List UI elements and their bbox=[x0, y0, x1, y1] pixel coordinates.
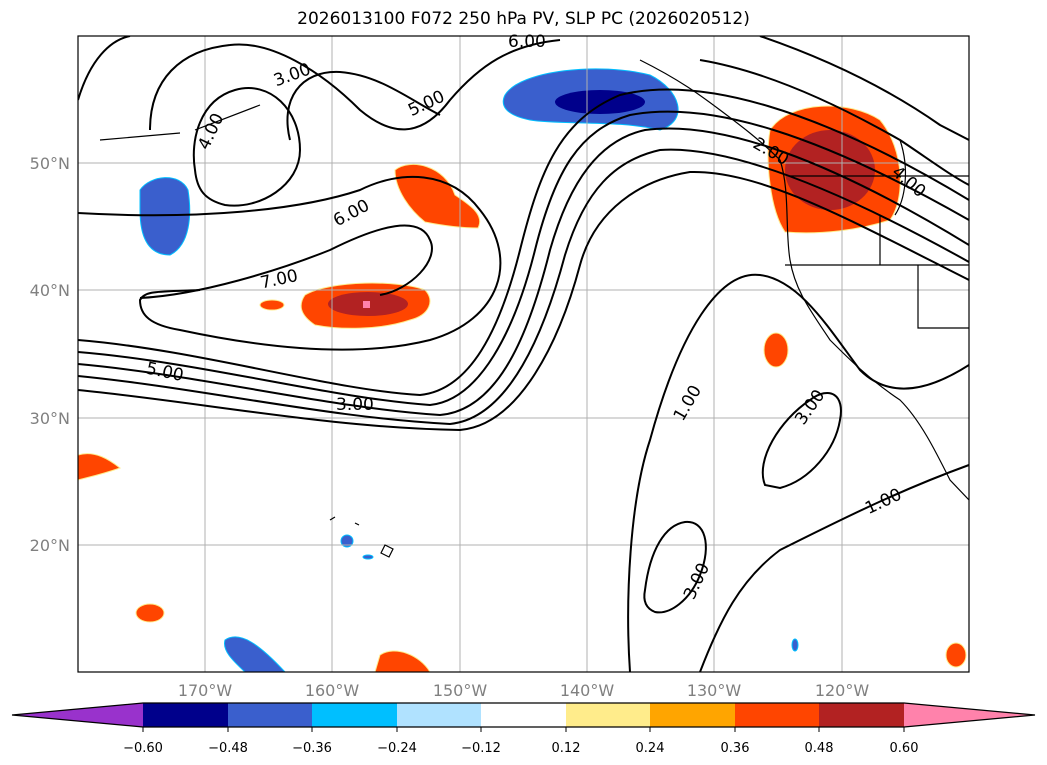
lon-label: 150°W bbox=[433, 681, 488, 700]
slp-contours bbox=[78, 36, 969, 672]
colorbar-segment bbox=[228, 703, 312, 727]
lat-label: 50°N bbox=[30, 154, 70, 173]
colorbar-tick: −0.60 bbox=[123, 741, 163, 756]
lon-label: 130°W bbox=[687, 681, 742, 700]
map-frame bbox=[77, 35, 970, 673]
colorbar-tick: 0.60 bbox=[890, 741, 919, 756]
colorbar-tick: −0.48 bbox=[208, 741, 248, 756]
lon-label: 160°W bbox=[305, 681, 360, 700]
pv-anomaly-fills bbox=[78, 68, 967, 672]
colorbar-segment bbox=[819, 703, 904, 727]
colorbar-tick: 0.12 bbox=[552, 741, 581, 756]
colorbar-segment bbox=[481, 703, 566, 727]
colorbar-segment bbox=[312, 703, 397, 727]
colorbar-tick: −0.36 bbox=[292, 741, 332, 756]
colorbar-segment bbox=[735, 703, 819, 727]
longitude-labels: 170°W 160°W 150°W 140°W 130°W 120°W bbox=[178, 681, 870, 700]
lat-label: 40°N bbox=[30, 281, 70, 300]
colorbar-segment bbox=[397, 703, 481, 727]
colorbar-segment bbox=[143, 703, 228, 727]
coastlines bbox=[99, 59, 969, 558]
colorbar-tick: −0.12 bbox=[461, 741, 501, 756]
lon-label: 120°W bbox=[815, 681, 870, 700]
lat-label: 30°N bbox=[30, 409, 70, 428]
colorbar-tick: −0.24 bbox=[377, 741, 417, 756]
colorbar-tick: 0.48 bbox=[805, 741, 834, 756]
colorbar-extend-high bbox=[904, 703, 1035, 727]
map-title: 2026013100 F072 250 hPa PV, SLP PC (2026… bbox=[297, 9, 750, 29]
contour-label: 3.00 bbox=[336, 395, 374, 415]
latitude-labels: 50°N 40°N 30°N 20°N bbox=[30, 154, 70, 555]
colorbar-tick: 0.36 bbox=[721, 741, 750, 756]
colorbar-extend-low bbox=[12, 703, 143, 727]
lat-label: 20°N bbox=[30, 536, 70, 555]
colorbar-tick: 0.24 bbox=[636, 741, 665, 756]
contour-label: 6.00 bbox=[508, 32, 546, 52]
colorbar-segment bbox=[566, 703, 650, 727]
lon-label: 140°W bbox=[560, 681, 615, 700]
colorbar-segment bbox=[650, 703, 735, 727]
lon-label: 170°W bbox=[178, 681, 233, 700]
colorbar bbox=[11, 702, 1036, 732]
colorbar-ticks: −0.60 −0.48 −0.36 −0.24 −0.12 0.12 0.24 … bbox=[123, 741, 918, 756]
gridlines bbox=[78, 36, 969, 672]
